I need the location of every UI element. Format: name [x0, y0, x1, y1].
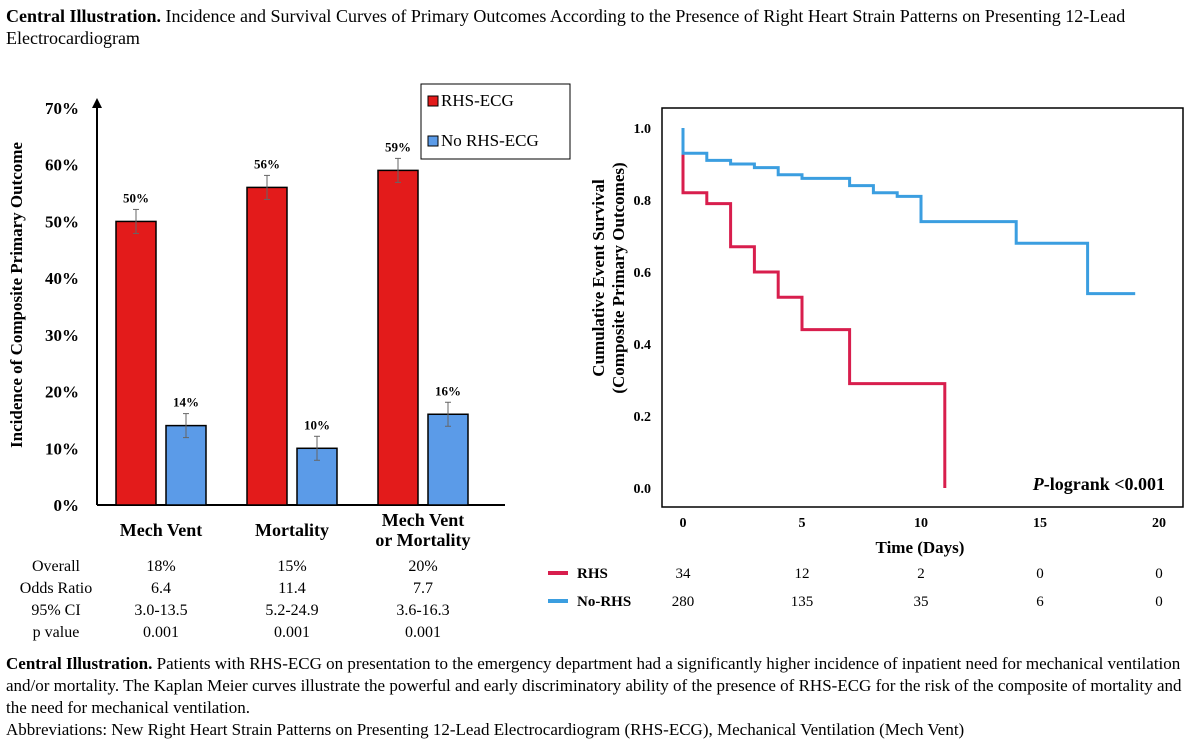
km-curve-no-rhs [681, 128, 1136, 296]
km-x-tick-label: 10 [914, 516, 928, 531]
bar-no-rhs-ecg [165, 424, 207, 506]
stats-cell: 7.7 [413, 580, 433, 597]
bar-y-tick-label: 40% [45, 269, 79, 288]
bar-no-rhs-ecg [427, 413, 469, 506]
km-logrank-p: P [1032, 474, 1045, 494]
bar-data-label: 50% [123, 190, 149, 205]
stats-row-label: 95% CI [31, 602, 80, 619]
km-logrank-annotation: P-logrank <0.001 [1032, 474, 1165, 494]
km-x-axis-label: Time (Days) [876, 538, 965, 557]
bar-y-tick-label: 10% [45, 439, 79, 458]
legend-label: No RHS-ECG [441, 131, 539, 150]
stats-cell: 15% [277, 558, 306, 575]
km-risk-table: RHS 34 12 2 0 0 No-RHS 280 135 35 6 0 [548, 566, 1163, 610]
km-logrank-text: -logrank <0.001 [1044, 474, 1165, 494]
km-y-axis-label: Cumulative Event Survival [589, 179, 608, 377]
bar-y-tick-label: 50% [45, 212, 79, 231]
risk-cell: 0 [1036, 566, 1044, 582]
km-y-tick-label: 0.6 [634, 266, 652, 281]
km-chart: 0.0 0.2 0.4 0.6 0.8 1.0 0 5 10 15 20 Time (Days) Cum… [589, 107, 1184, 557]
legend-label: RHS-ECG [441, 91, 514, 110]
stats-cell: 0.001 [405, 624, 441, 641]
bar-legend [420, 83, 571, 160]
km-y-tick-label: 0.4 [634, 338, 652, 353]
km-y-tick-label: 0.0 [634, 482, 652, 497]
title-text: Incidence and Survival Curves of Primary… [6, 6, 1126, 48]
bar-y-tick-label: 30% [45, 326, 79, 345]
bar-rhs-ecg [115, 220, 157, 506]
risk-cell: 6 [1036, 594, 1044, 610]
km-y-axis-label: (Composite Primary Outcomes) [609, 162, 628, 393]
bar-stats-table: Overall 18% 15% 20% Odds Ratio 6.4 11.4 7.7 95% … [20, 558, 450, 641]
risk-cell: 0 [1155, 566, 1163, 582]
stats-cell: 0.001 [274, 624, 310, 641]
bar-category-label: or Mortality [375, 530, 470, 550]
bar-chart: 0% 10% 20% 30% 40% 50% 60% 70% Incidence of Comp… [7, 83, 571, 550]
bar-rhs-ecg [377, 169, 419, 506]
km-y-tick-label: 0.2 [634, 410, 652, 425]
risk-cell: 35 [914, 594, 929, 610]
risk-cell: 2 [917, 566, 925, 582]
km-y-tick-label: 0.8 [634, 194, 652, 209]
bar-rhs-ecg [246, 186, 288, 506]
bar-y-tick-label: 60% [45, 156, 79, 175]
legend-swatch [427, 135, 439, 147]
bar-category-label: Mortality [255, 520, 329, 540]
stats-cell: 0.001 [143, 624, 179, 641]
km-curve-rhs [681, 128, 947, 488]
risk-cell: 12 [795, 566, 810, 582]
legend-swatch [427, 95, 439, 107]
bar-category-label: Mech Vent [120, 520, 203, 540]
stats-cell: 5.2-24.9 [265, 602, 318, 619]
stats-row-label: Overall [32, 558, 81, 575]
km-plot-frame [661, 107, 1184, 508]
caption-paragraph: Central Illustration. Patients with RHS-… [6, 653, 1196, 719]
stats-cell: 20% [408, 558, 437, 575]
caption-abbreviations: Abbreviations: New Right Heart Strain Pa… [6, 720, 965, 739]
bar-y-tick-label: 20% [45, 383, 79, 402]
stats-cell: 18% [146, 558, 175, 575]
bar-category-label: Mech Vent [382, 510, 465, 530]
risk-row-label: RHS [577, 566, 608, 582]
bar-data-label: 10% [304, 417, 330, 432]
risk-cell: 135 [791, 594, 814, 610]
bar-y-axis-label: Incidence of Composite Primary Outcome [7, 142, 26, 448]
stats-row-label: Odds Ratio [20, 580, 92, 597]
risk-cell: 0 [1155, 594, 1163, 610]
km-y-tick-label: 1.0 [634, 122, 652, 137]
figure-title: Central Illustration. Incidence and Surv… [6, 5, 1194, 49]
risk-cell: 34 [676, 566, 692, 582]
bar-data-label: 56% [254, 156, 280, 171]
bar-y-tick-label: 70% [45, 99, 79, 118]
stats-cell: 6.4 [151, 580, 171, 597]
bar-data-label: 16% [435, 383, 461, 398]
bar-data-label: 59% [385, 139, 411, 154]
stats-cell: 11.4 [278, 580, 305, 597]
risk-row-label: No-RHS [577, 594, 631, 610]
caption-lead: Central Illustration. [6, 654, 153, 673]
bar-y-axis-arrow [92, 98, 102, 108]
stats-cell: 3.6-16.3 [396, 602, 449, 619]
km-x-tick-label: 5 [799, 516, 806, 531]
title-lead: Central Illustration. [6, 6, 161, 26]
km-x-tick-label: 15 [1033, 516, 1047, 531]
km-x-tick-label: 20 [1152, 516, 1166, 531]
bar-y-tick-label: 0% [54, 496, 80, 515]
stats-row-label: p value [33, 624, 80, 641]
risk-cell: 280 [672, 594, 695, 610]
figure-caption: Central Illustration. Patients with RHS-… [6, 653, 1196, 741]
caption-text: Patients with RHS-ECG on presentation to… [6, 654, 1182, 717]
stats-cell: 3.0-13.5 [134, 602, 187, 619]
bar-data-label: 14% [173, 395, 199, 410]
km-x-tick-label: 0 [680, 516, 687, 531]
